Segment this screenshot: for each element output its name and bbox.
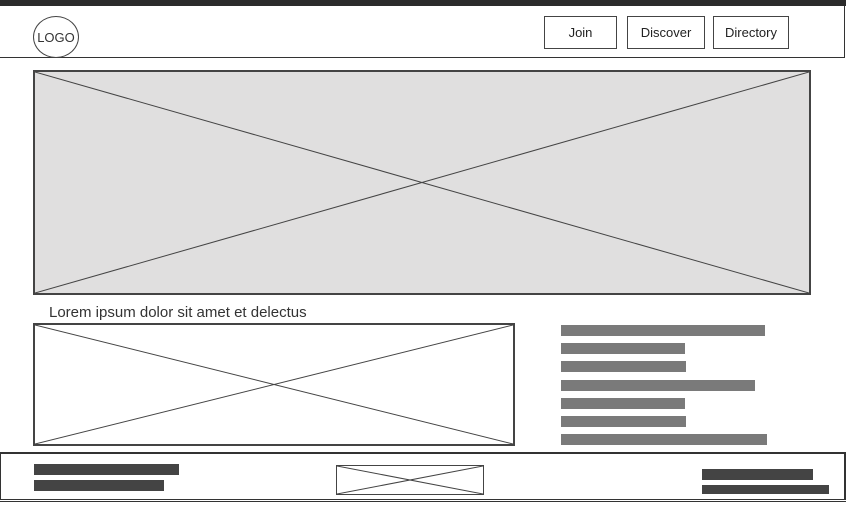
- footer-text-placeholder: [34, 464, 179, 475]
- footer-bottom-rule: [0, 499, 846, 502]
- text-placeholder-line: [561, 361, 686, 372]
- feature-image-placeholder: [33, 323, 515, 446]
- text-placeholder-line: [561, 380, 755, 391]
- text-placeholder-line: [561, 343, 685, 354]
- hero-image-placeholder: [33, 70, 811, 295]
- site-footer: [0, 452, 846, 500]
- image-placeholder-cross-icon: [337, 466, 483, 494]
- top-bar: [0, 0, 846, 6]
- site-header: LOGO Join Discover Directory: [0, 6, 845, 58]
- section-caption: Lorem ipsum dolor sit amet et delectus: [49, 304, 307, 321]
- join-button[interactable]: Join: [544, 16, 617, 49]
- image-placeholder-cross-icon: [35, 325, 513, 444]
- logo[interactable]: LOGO: [33, 16, 79, 58]
- footer-text-placeholder: [34, 480, 164, 491]
- text-placeholder-line: [561, 416, 686, 427]
- footer-text-placeholder: [702, 485, 829, 494]
- footer-text-placeholder: [702, 469, 813, 480]
- text-placeholder-line: [561, 398, 685, 409]
- footer-image-placeholder: [336, 465, 484, 495]
- discover-button[interactable]: Discover: [627, 16, 705, 49]
- directory-button[interactable]: Directory: [713, 16, 789, 49]
- image-placeholder-cross-icon: [35, 72, 809, 293]
- text-placeholder-line: [561, 325, 765, 336]
- text-placeholder-line: [561, 434, 767, 445]
